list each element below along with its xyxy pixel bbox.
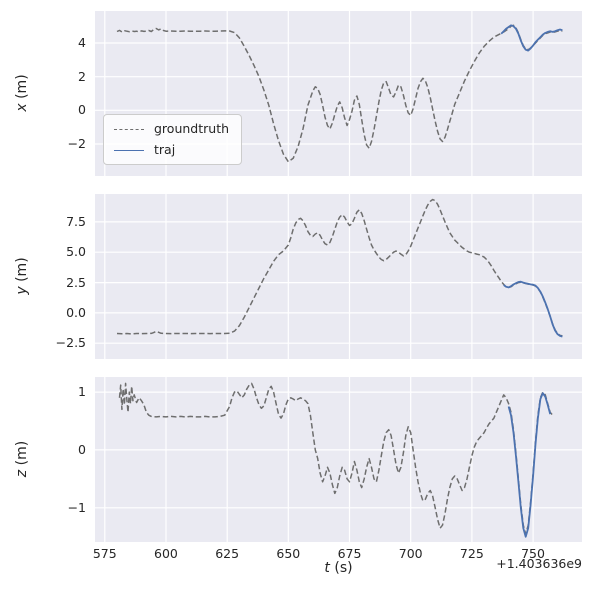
series-groundtruth-y	[116, 198, 563, 337]
y-axis-label-z-var: z	[14, 469, 30, 478]
plot-area-y	[95, 194, 582, 359]
x-axis-offset-text: +1.403636e9	[496, 556, 582, 571]
plot-area-z	[95, 377, 582, 542]
ytick-label-y: 7.5	[66, 213, 86, 229]
axes-background	[95, 377, 582, 542]
x-axis-label-unit: (s)	[329, 560, 353, 576]
legend-label-groundtruth: groundtruth	[154, 121, 230, 136]
ytick-label-x: 0	[78, 102, 86, 118]
series-traj-x	[500, 24, 563, 52]
ytick-label-z: −1	[67, 499, 86, 515]
legend: groundtruth traj	[103, 114, 243, 165]
ytick-label-z: 1	[78, 384, 86, 400]
ytick-label-z: 0	[78, 441, 86, 457]
xtick-label: 650	[276, 546, 301, 561]
ytick-label-x: 2	[78, 68, 86, 84]
series-groundtruth-x	[116, 24, 563, 163]
xtick-label: 625	[215, 546, 240, 561]
ytick-label-y: −2.5	[55, 335, 86, 351]
series-traj-z	[507, 392, 552, 538]
ytick-label-y: 2.5	[66, 274, 86, 290]
ytick-label-y: 5.0	[66, 244, 86, 260]
subplot-z	[95, 377, 582, 542]
xtick-label: 600	[154, 546, 178, 561]
series-traj-y	[503, 280, 563, 338]
series-groundtruth-z	[118, 382, 554, 535]
ytick-label-x: 4	[78, 34, 86, 50]
xtick-label: 725	[459, 546, 484, 561]
x-axis-label: t (s)	[95, 560, 582, 576]
ytick-label-y: 0.0	[66, 304, 86, 320]
xtick-label: 700	[398, 546, 423, 561]
xtick-label: 575	[92, 546, 117, 561]
x-axis-label-var: t	[324, 560, 330, 576]
legend-entry-traj: traj	[114, 143, 229, 157]
legend-line-groundtruth-icon	[114, 128, 144, 130]
legend-entry-groundtruth: groundtruth	[114, 122, 229, 136]
legend-line-traj-icon	[114, 149, 144, 151]
legend-label-traj: traj	[154, 142, 176, 157]
subplot-y	[95, 194, 582, 359]
subplot-x: groundtruth traj	[95, 11, 582, 176]
xtick-label: 675	[337, 546, 362, 561]
xtick-label: 750	[521, 546, 545, 561]
ytick-label-x: −2	[67, 136, 86, 151]
